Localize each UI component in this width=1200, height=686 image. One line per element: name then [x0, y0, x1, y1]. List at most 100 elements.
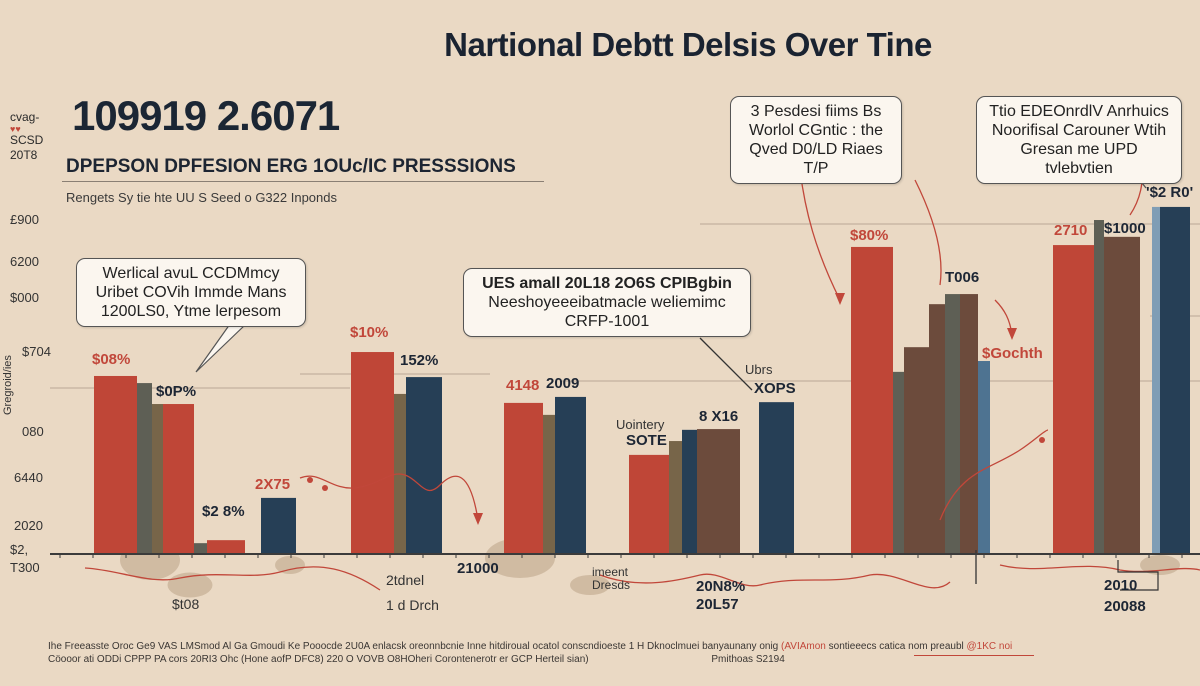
y-tick-label: $000	[10, 290, 39, 305]
data-label: $Gochth	[982, 345, 1043, 362]
callout-covid: Werlical avuL CCDMmcy Uribet COVih Immde…	[76, 258, 306, 327]
marker-dot	[1039, 437, 1045, 443]
data-label: $1000	[1104, 220, 1146, 237]
bar-group-5-4	[929, 304, 945, 554]
bar-group-3-3	[555, 396, 586, 554]
bar-group-5-1	[851, 246, 893, 555]
corner-annotation-line: SCSD	[10, 133, 44, 147]
chart-title: Nartional Debtt Delsis Over Tine	[444, 26, 932, 63]
headline-number: 109919 2.6071	[72, 92, 340, 139]
bar-group-6-3	[1104, 236, 1140, 554]
bar-group-4-3	[682, 429, 697, 554]
y-tick-label: 6440	[14, 470, 43, 485]
marker-dot	[307, 477, 313, 483]
annotation-curve	[999, 564, 1200, 573]
callout-line: Neeshoyeeeibatmacle weliemimc	[488, 294, 726, 311]
data-label: T006	[945, 269, 980, 286]
bar-group-1-3	[152, 404, 163, 554]
callout-line: CRFP-1001	[564, 313, 650, 330]
bar-group-4-4	[697, 429, 740, 554]
footnote-text: Cöooor ati ODDi CPPP PA cors 20RI3 Ohc (…	[48, 654, 589, 665]
data-label: XOPS	[754, 380, 796, 397]
x-label: 2010	[1104, 577, 1138, 594]
subtitle-divider	[62, 181, 544, 182]
footnote-text: Pmithoas S2194	[711, 654, 785, 665]
callout-line: Ttio EDEOnrdlV Anrhuics	[989, 103, 1169, 120]
bar-group-5-7	[978, 361, 990, 554]
callout-pointer	[195, 323, 248, 373]
bar-group-6-2	[1094, 220, 1104, 554]
y-tick-label: 080	[22, 424, 44, 439]
annotation-curve	[799, 169, 841, 301]
footnote-line: Cöooor ati ODDi CPPP PA cors 20RI3 Ohc (…	[48, 653, 1198, 666]
footnote: Ihe Freeasste Oroc Ge9 VAS LMSmod Al Ga …	[48, 640, 1198, 666]
footnote-line: Ihe Freeasste Oroc Ge9 VAS LMSmod Al Ga …	[48, 640, 1198, 653]
connector-line	[1117, 560, 1159, 591]
callout-line: 3 Pesdesi fiims Bs	[750, 103, 882, 120]
x-label: 21000	[457, 560, 499, 577]
footnote-highlight: (AVIAmon	[781, 641, 826, 652]
bar-group-1-4	[163, 404, 194, 554]
bar-group-1-2	[137, 383, 152, 554]
marker-dot	[322, 485, 328, 491]
data-label: $0P%	[156, 383, 197, 400]
corner-annotation-line: cvag-	[10, 110, 40, 124]
callout-us-small: UES amall 20L18 2O6S CPIBgbin Neeshoyeee…	[463, 268, 751, 337]
callout-line: Uribet COVih Immde Mans	[95, 284, 287, 301]
x-axis-line	[50, 553, 1200, 555]
data-label: 152%	[400, 352, 439, 369]
y-axis-label: Gregroid/ies	[2, 355, 14, 415]
x-label: Dresds	[592, 578, 631, 592]
callout-line: 1200LS0, Ytme lerpesom	[100, 303, 282, 320]
data-label: $10%	[350, 324, 389, 341]
callout-line: UES amall 20L18 2O6S CPIBgbin	[482, 275, 732, 292]
x-label: 2tdnel	[386, 572, 425, 588]
annotation-curve	[939, 429, 1049, 521]
x-label: 20L57	[696, 596, 739, 613]
data-label: 2009	[546, 375, 580, 392]
data-label: '$2 R0'	[1146, 184, 1194, 201]
corner-annotation: cvag- ♥♥ SCSD 20T8	[10, 110, 43, 163]
chart-subtitle: DPEPSON DPFESION ERG 1OUc/IC PRESSSIONS	[66, 156, 516, 177]
data-label: 2X75	[255, 476, 291, 493]
x-label: 20088	[1104, 598, 1146, 615]
x-label: 1 d Drch	[386, 597, 439, 613]
data-label: Ubrs	[745, 362, 773, 377]
bar-group-1-1	[94, 375, 137, 554]
bar-group-4-2	[669, 441, 682, 554]
callout-line: Gresan me UPD tvlebvtien	[1020, 141, 1138, 177]
callout-line: Noorifisal Carouner Wtih	[991, 122, 1167, 139]
x-label: 20N8%	[696, 578, 746, 595]
bar-group-2-1	[351, 352, 394, 554]
source-line: Rengets Sy tie hte UU S Seed o G322 Inpo…	[66, 190, 338, 205]
annotation-curve	[299, 473, 479, 521]
x-label: $t08	[172, 596, 200, 612]
bar-group-5-2	[893, 371, 904, 554]
y-tick-label: 6200	[10, 254, 39, 269]
y-tick-label: 2020	[14, 518, 43, 533]
bar-group-1-6	[207, 540, 245, 554]
data-label: $2 8%	[202, 503, 245, 520]
x-label: imeent	[592, 565, 629, 579]
arrow-head-icon	[473, 513, 483, 525]
y-tick-label: $2,	[10, 542, 29, 557]
bar-group-6-5	[1160, 206, 1190, 555]
callout-pointer	[699, 337, 753, 391]
bar-group-5-6	[960, 294, 978, 554]
bar-group-3-2	[543, 414, 555, 554]
data-label: $08%	[92, 351, 131, 368]
bar-group-1-7	[261, 497, 296, 554]
arrow-head-icon	[835, 293, 845, 305]
data-label: Uointery	[616, 417, 665, 432]
callout-world: 3 Pesdesi fiims Bs Worlol CGntic : the Q…	[730, 96, 902, 184]
data-label: 2710	[1054, 222, 1088, 239]
bar-group-4-1	[629, 454, 669, 554]
y-tick-label: $704	[22, 344, 51, 359]
bar-group-6-1	[1053, 245, 1094, 555]
bar-group-4-5	[759, 402, 794, 554]
heart-icon: ♥♥	[10, 124, 21, 134]
map-silhouette	[570, 575, 610, 595]
footnote-highlight: @1KC noi	[966, 641, 1013, 652]
bar-group-5-3	[904, 347, 929, 554]
